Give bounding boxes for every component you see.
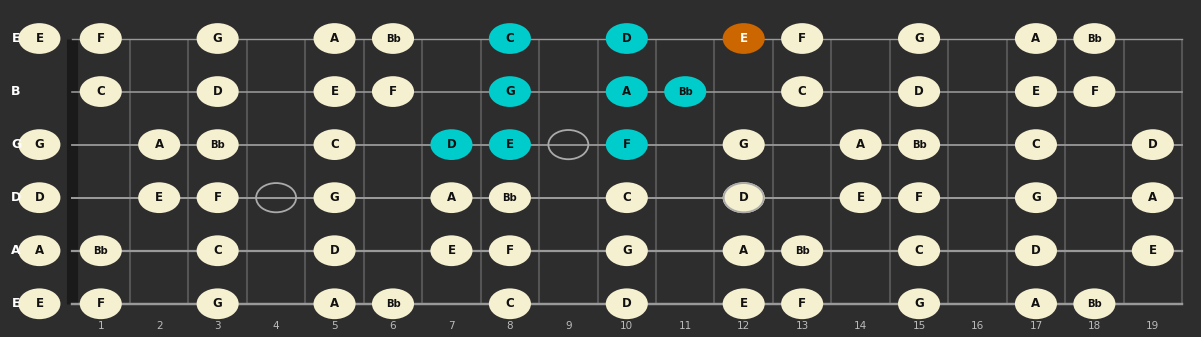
Text: F: F	[623, 138, 631, 151]
Text: E: E	[740, 32, 748, 45]
Text: C: C	[214, 244, 222, 257]
Text: G: G	[35, 138, 44, 151]
Ellipse shape	[1015, 76, 1057, 107]
Text: A: A	[330, 32, 339, 45]
Ellipse shape	[781, 235, 823, 266]
Ellipse shape	[1074, 23, 1116, 54]
Text: C: C	[96, 85, 106, 98]
Text: E: E	[1032, 85, 1040, 98]
Ellipse shape	[489, 129, 531, 160]
Text: 5: 5	[331, 321, 337, 331]
Text: C: C	[1032, 138, 1040, 151]
Ellipse shape	[898, 288, 940, 319]
Ellipse shape	[1074, 288, 1116, 319]
Ellipse shape	[781, 76, 823, 107]
Ellipse shape	[197, 23, 239, 54]
Text: D: D	[447, 138, 456, 151]
Ellipse shape	[605, 235, 647, 266]
Ellipse shape	[1015, 288, 1057, 319]
Text: C: C	[506, 297, 514, 310]
Text: F: F	[97, 297, 104, 310]
Text: D: D	[914, 85, 924, 98]
Ellipse shape	[18, 288, 60, 319]
Text: G: G	[213, 32, 222, 45]
Text: Bb: Bb	[795, 246, 809, 256]
Text: G: G	[622, 244, 632, 257]
Ellipse shape	[898, 182, 940, 213]
Text: F: F	[214, 191, 222, 204]
Ellipse shape	[1131, 182, 1173, 213]
Text: C: C	[915, 244, 924, 257]
Ellipse shape	[489, 76, 531, 107]
Text: C: C	[330, 138, 339, 151]
Text: A: A	[622, 85, 632, 98]
Ellipse shape	[1015, 235, 1057, 266]
Text: G: G	[330, 191, 340, 204]
Text: E: E	[330, 85, 339, 98]
Text: G: G	[914, 297, 924, 310]
Text: G: G	[11, 138, 22, 151]
Ellipse shape	[898, 235, 940, 266]
Text: Bb: Bb	[94, 246, 108, 256]
Ellipse shape	[723, 288, 765, 319]
Text: A: A	[11, 244, 20, 257]
Ellipse shape	[18, 129, 60, 160]
Text: A: A	[1032, 297, 1040, 310]
Text: E: E	[506, 138, 514, 151]
Text: Bb: Bb	[386, 299, 400, 309]
Text: 14: 14	[854, 321, 867, 331]
Ellipse shape	[1131, 129, 1173, 160]
Text: 1: 1	[97, 321, 104, 331]
Text: C: C	[506, 32, 514, 45]
Text: D: D	[622, 32, 632, 45]
Ellipse shape	[723, 235, 765, 266]
Text: 3: 3	[214, 321, 221, 331]
Text: 7: 7	[448, 321, 455, 331]
Text: D: D	[11, 191, 22, 204]
Text: D: D	[622, 297, 632, 310]
Text: 8: 8	[507, 321, 513, 331]
Text: A: A	[856, 138, 865, 151]
Ellipse shape	[605, 129, 647, 160]
Text: D: D	[213, 85, 222, 98]
Ellipse shape	[605, 76, 647, 107]
Ellipse shape	[1015, 129, 1057, 160]
Text: 17: 17	[1029, 321, 1042, 331]
Text: 10: 10	[620, 321, 633, 331]
Ellipse shape	[898, 129, 940, 160]
Ellipse shape	[18, 182, 60, 213]
Text: D: D	[330, 244, 340, 257]
Text: E: E	[1149, 244, 1157, 257]
Text: Bb: Bb	[912, 140, 926, 150]
Ellipse shape	[79, 288, 121, 319]
Text: D: D	[1032, 244, 1041, 257]
Text: 2: 2	[156, 321, 162, 331]
Text: 16: 16	[970, 321, 984, 331]
Text: 12: 12	[737, 321, 751, 331]
Ellipse shape	[197, 182, 239, 213]
Text: 13: 13	[795, 321, 808, 331]
Ellipse shape	[489, 288, 531, 319]
Ellipse shape	[1015, 182, 1057, 213]
Ellipse shape	[489, 235, 531, 266]
Ellipse shape	[197, 288, 239, 319]
Ellipse shape	[138, 129, 180, 160]
Ellipse shape	[18, 23, 60, 54]
Text: 4: 4	[273, 321, 280, 331]
Ellipse shape	[781, 23, 823, 54]
Text: Bb: Bb	[1087, 299, 1101, 309]
Ellipse shape	[372, 76, 414, 107]
Text: A: A	[35, 244, 44, 257]
Text: E: E	[12, 32, 20, 45]
Ellipse shape	[138, 182, 180, 213]
Text: G: G	[914, 32, 924, 45]
Ellipse shape	[723, 182, 765, 213]
Ellipse shape	[605, 182, 647, 213]
Text: A: A	[739, 244, 748, 257]
Ellipse shape	[1131, 235, 1173, 266]
Ellipse shape	[372, 288, 414, 319]
Ellipse shape	[313, 129, 355, 160]
Ellipse shape	[430, 129, 472, 160]
Ellipse shape	[664, 76, 706, 107]
